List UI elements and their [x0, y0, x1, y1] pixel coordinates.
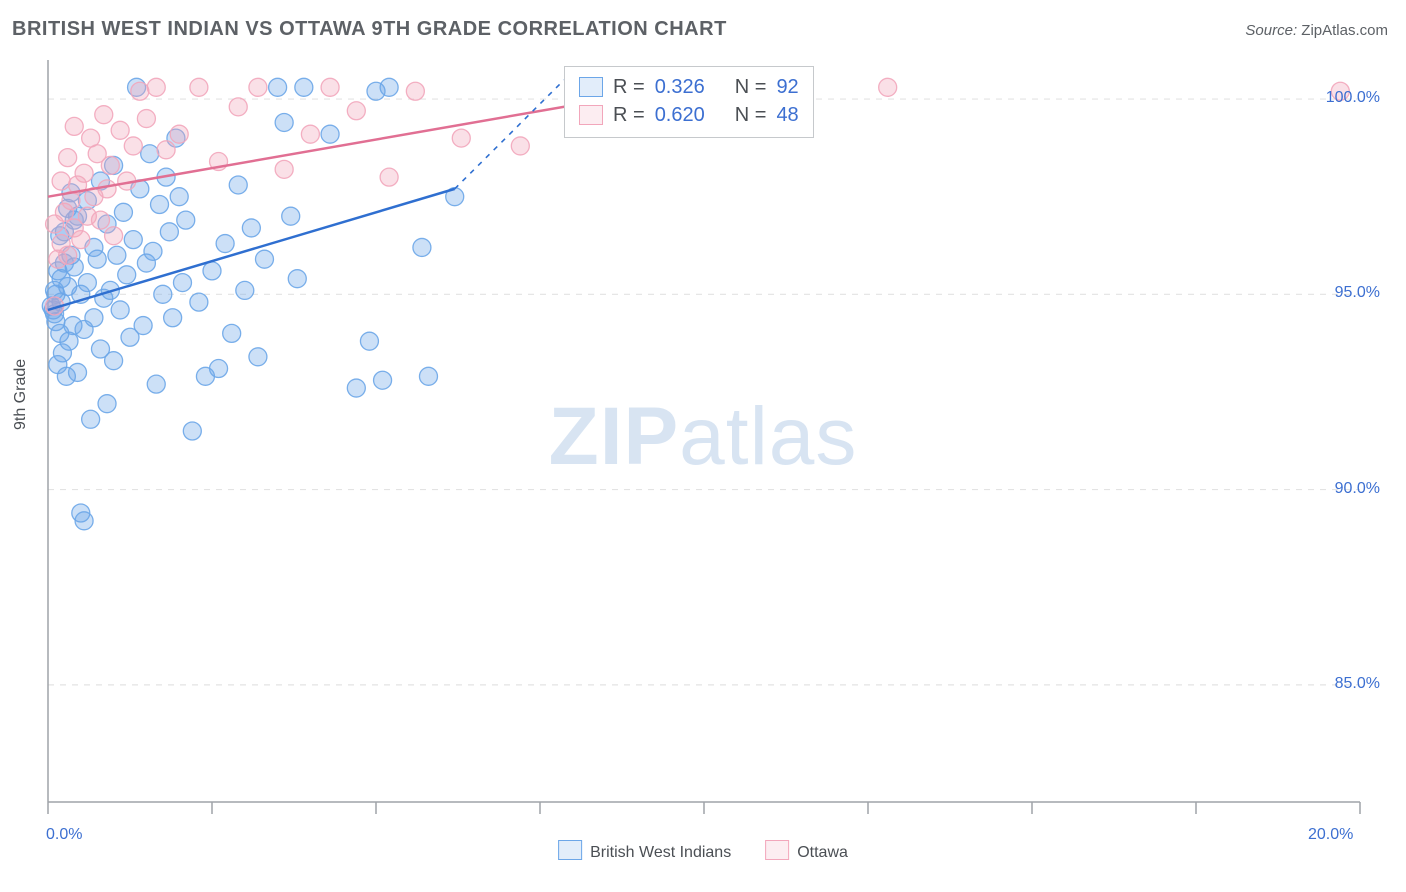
n-label: N =: [735, 73, 767, 101]
legend-label: Ottawa: [797, 844, 848, 861]
chart-container: BRITISH WEST INDIAN VS OTTAWA 9TH GRADE …: [0, 0, 1406, 892]
x-tick-label: 0.0%: [46, 826, 82, 844]
r-label: R =: [613, 101, 645, 129]
legend-label: British West Indians: [590, 844, 731, 861]
x-tick-label: 20.0%: [1308, 826, 1353, 844]
legend: British West Indians Ottawa: [558, 840, 848, 862]
legend-swatch: [765, 840, 789, 860]
legend-item: Ottawa: [765, 840, 848, 862]
y-tick-label: 95.0%: [1300, 284, 1380, 302]
y-tick-label: 85.0%: [1300, 675, 1380, 693]
n-value: 48: [776, 101, 798, 129]
legend-item: British West Indians: [558, 840, 731, 862]
y-tick-label: 100.0%: [1300, 89, 1380, 107]
n-label: N =: [735, 101, 767, 129]
r-value: 0.620: [655, 101, 705, 129]
n-value: 92: [776, 73, 798, 101]
stats-row: R = 0.326 N = 92: [579, 73, 799, 101]
y-tick-label: 90.0%: [1300, 480, 1380, 498]
series-swatch: [579, 77, 603, 97]
stats-row: R = 0.620 N = 48: [579, 101, 799, 129]
series-swatch: [579, 105, 603, 125]
legend-swatch: [558, 840, 582, 860]
r-value: 0.326: [655, 73, 705, 101]
r-label: R =: [613, 73, 645, 101]
correlation-stats-box: R = 0.326 N = 92 R = 0.620 N = 48: [564, 66, 814, 138]
